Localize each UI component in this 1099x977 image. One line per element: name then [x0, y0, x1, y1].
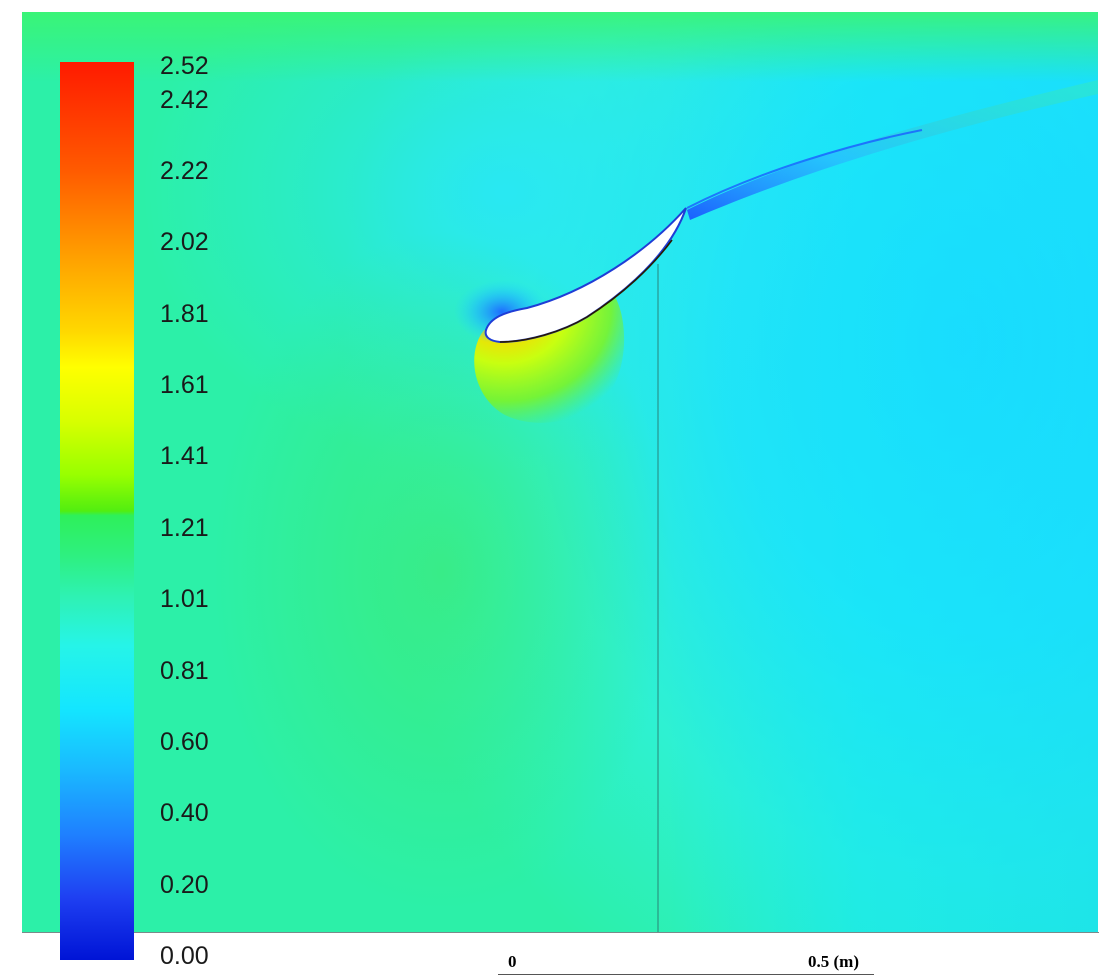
- wake-shear-layer: [687, 80, 1098, 220]
- contour-plot: [22, 12, 1098, 932]
- colorbar-tick-label: 1.61: [160, 371, 209, 399]
- flow-features: [454, 80, 1098, 932]
- plot-bottom-border: [22, 932, 1099, 933]
- colorbar-tick-label: 0.20: [160, 871, 209, 899]
- colorbar-tick-label: 0.60: [160, 728, 209, 756]
- colorbar-tick-label: 2.42: [160, 86, 209, 114]
- scale-bar-end-label: 0.5 (m): [808, 952, 859, 971]
- colorbar-tick-label: 1.41: [160, 442, 209, 470]
- scale-bar: [498, 974, 874, 975]
- field-gradient-top-band: [22, 12, 1098, 932]
- colorbar-tick-label: 0.00: [160, 942, 209, 970]
- colorbar-tick-label: 0.40: [160, 799, 209, 827]
- colorbar: [60, 62, 134, 960]
- stagnation-high-velocity-region: [474, 292, 625, 423]
- colorbar-tick-label: 0.81: [160, 657, 209, 685]
- colorbar-tick-label: 2.52: [160, 52, 209, 80]
- colorbar-tick-label: 1.81: [160, 300, 209, 328]
- colorbar-tick-label: 2.22: [160, 157, 209, 185]
- scale-bar-start-label: 0: [508, 952, 517, 971]
- colorbar-tick-label: 1.01: [160, 585, 209, 613]
- colorbar-tick-label: 2.02: [160, 228, 209, 256]
- colorbar-tick-label: 1.21: [160, 514, 209, 542]
